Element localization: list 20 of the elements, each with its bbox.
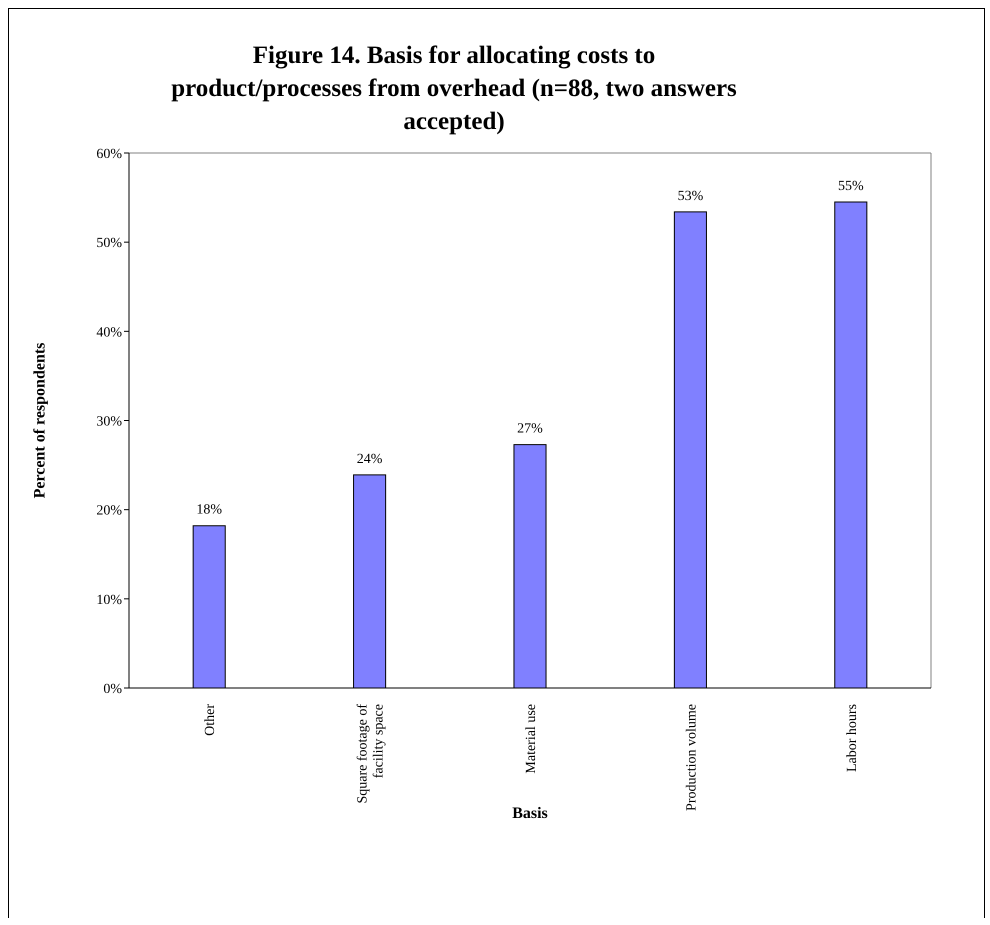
y-tick-label: 40% bbox=[96, 325, 122, 340]
data-label: 27% bbox=[517, 422, 544, 437]
x-tick-label: Other bbox=[203, 704, 218, 736]
x-tick-label: Material use bbox=[524, 704, 539, 774]
x-tick-label: Square footage of facility space bbox=[356, 704, 387, 804]
y-tick-label: 50% bbox=[96, 236, 122, 252]
x-axis-title: Basis bbox=[512, 805, 548, 822]
chart-title: Figure 14. Basis for allocating costs to product/processes from overhead (n=88, two answers accepted) bbox=[170, 41, 738, 137]
y-tick-label: 10% bbox=[96, 592, 122, 608]
y-tick-label: 60% bbox=[96, 146, 122, 162]
data-label: 53% bbox=[678, 188, 704, 204]
y-tick-label: 0% bbox=[103, 682, 122, 697]
data-label: 18% bbox=[196, 502, 222, 518]
y-tick-label: 30% bbox=[96, 414, 122, 430]
y-tick-label: 20% bbox=[96, 504, 122, 519]
data-label: 24% bbox=[356, 452, 383, 467]
x-tick-label: Labor hours bbox=[844, 704, 860, 772]
data-label: 55% bbox=[838, 179, 864, 194]
x-tick-label: Production volume bbox=[684, 704, 700, 811]
y-axis-title: Percent of respondents bbox=[32, 342, 49, 498]
